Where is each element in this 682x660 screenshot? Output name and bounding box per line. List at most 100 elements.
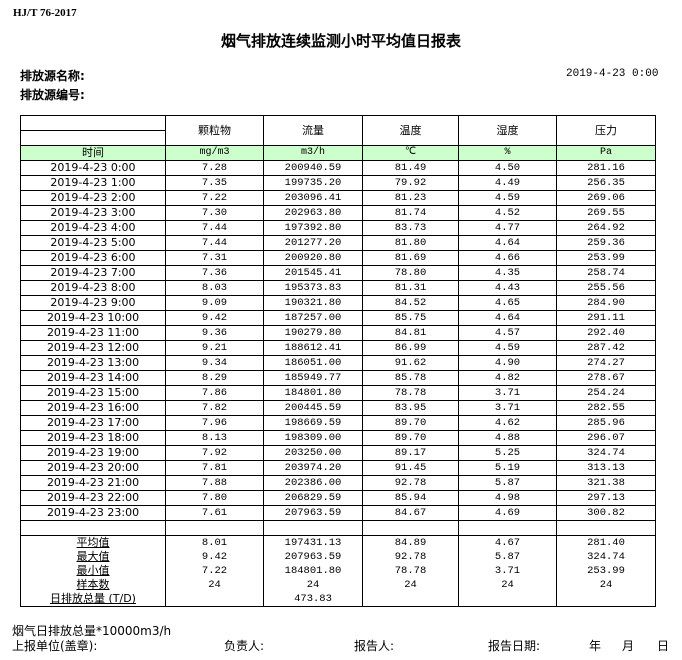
hourly-row: 2019-4-23 15:00 7.86 184801.80 78.78 3.71 254…	[20, 385, 656, 401]
value-cell: 292.40	[556, 325, 656, 341]
row-label: 2019-4-23 5:00	[20, 235, 166, 251]
value-cell: 5.87	[458, 475, 557, 491]
value-cell: 197431.13	[263, 535, 363, 550]
value-cell: 206829.59	[263, 490, 363, 506]
hourly-row: 2019-4-23 3:00 7.30 202963.80 81.74 4.52 269.…	[20, 205, 656, 221]
hourly-row: 2019-4-23 0:00 7.28 200940.59 81.49 4.50 281.…	[20, 160, 656, 176]
hourly-row: 2019-4-23 17:00 7.96 198669.59 89.70 4.62 285…	[20, 415, 656, 431]
hourly-row: 2019-4-23 23:00 7.61 207963.59 84.67 4.69 300…	[20, 505, 656, 521]
hourly-row: 2019-4-23 8:00 8.03 195373.83 81.31 4.43 255.…	[20, 280, 656, 296]
value-cell: 92.78	[362, 475, 459, 491]
row-label: 2019-4-23 17:00	[20, 415, 166, 431]
value-cell: 4.77	[458, 220, 557, 236]
value-cell: 4.59	[458, 340, 557, 356]
value-cell: 4.35	[458, 265, 557, 281]
value-cell: 203096.41	[263, 190, 363, 206]
value-cell: 7.28	[165, 160, 264, 176]
value-cell: 9.21	[165, 340, 264, 356]
hourly-row: 2019-4-23 20:00 7.81 203974.20 91.45 5.19 313…	[20, 460, 656, 476]
value-cell: 324.74	[556, 550, 656, 564]
value-cell: 5.25	[458, 445, 557, 461]
value-cell	[556, 520, 656, 536]
value-cell: 296.07	[556, 430, 656, 446]
value-cell: 92.78	[362, 550, 459, 564]
column-header: 温度	[362, 115, 459, 146]
value-cell: 8.13	[165, 430, 264, 446]
summary-row: 日排放总量 (T/D) 473.83	[20, 592, 656, 607]
value-cell: 324.74	[556, 445, 656, 461]
value-cell: 184801.80	[263, 564, 363, 578]
value-cell: 198669.59	[263, 415, 363, 431]
report-title: 烟气排放连续监测小时平均值日报表	[220, 32, 461, 50]
row-label: 2019-4-23 21:00	[20, 475, 166, 491]
value-cell: 7.44	[165, 235, 264, 251]
value-cell: 195373.83	[263, 280, 363, 296]
hourly-row: 2019-4-23 22:00 7.80 206829.59 85.94 4.98 297…	[20, 490, 656, 506]
value-cell	[165, 520, 264, 536]
value-cell: 84.81	[362, 325, 459, 341]
row-label: 最大值	[20, 550, 166, 564]
value-cell: 91.62	[362, 355, 459, 371]
row-label: 2019-4-23 6:00	[20, 250, 166, 266]
row-label: 2019-4-23 9:00	[20, 295, 166, 311]
value-cell: 200445.59	[263, 400, 363, 416]
unit-cell: Pa	[556, 145, 656, 161]
value-cell: 83.73	[362, 220, 459, 236]
value-cell: 274.27	[556, 355, 656, 371]
hourly-row: 2019-4-23 16:00 7.82 200445.59 83.95 3.71 282…	[20, 400, 656, 416]
value-cell: 7.92	[165, 445, 264, 461]
value-cell: 256.35	[556, 175, 656, 191]
value-cell: 5.19	[458, 460, 557, 476]
source-name-label: 排放源名称:	[20, 69, 85, 83]
value-cell: 185949.77	[263, 370, 363, 386]
value-cell: 264.92	[556, 220, 656, 236]
month-label: 月	[622, 639, 635, 653]
value-cell: 253.99	[556, 250, 656, 266]
value-cell: 89.70	[362, 415, 459, 431]
value-cell: 4.82	[458, 370, 557, 386]
summary-row: 平均值 8.01 197431.13 84.89 4.67 281.40	[20, 535, 656, 550]
value-cell: 291.11	[556, 310, 656, 326]
value-cell: 187257.00	[263, 310, 363, 326]
value-cell: 4.59	[458, 190, 557, 206]
value-cell: 8.01	[165, 535, 264, 550]
value-cell: 9.36	[165, 325, 264, 341]
value-cell: 91.45	[362, 460, 459, 476]
value-cell: 24	[458, 578, 557, 592]
value-cell: 3.71	[458, 385, 557, 401]
hourly-row: 2019-4-23 9:00 9.09 190321.80 84.52 4.65 284.…	[20, 295, 656, 311]
value-cell: 7.44	[165, 220, 264, 236]
summary-row: 样本数 24 24 24 24 24	[20, 578, 656, 592]
value-cell: 202386.00	[263, 475, 363, 491]
value-cell: 4.64	[458, 310, 557, 326]
value-cell: 186051.00	[263, 355, 363, 371]
value-cell: 7.88	[165, 475, 264, 491]
value-cell: 297.13	[556, 490, 656, 506]
value-cell: 207963.59	[263, 505, 363, 521]
value-cell: 4.57	[458, 325, 557, 341]
value-cell: 190321.80	[263, 295, 363, 311]
row-label: 2019-4-23 13:00	[20, 355, 166, 371]
value-cell: 188612.41	[263, 340, 363, 356]
value-cell: 4.52	[458, 205, 557, 221]
row-label: 2019-4-23 14:00	[20, 370, 166, 386]
value-cell: 7.30	[165, 205, 264, 221]
row-label: 日排放总量 (T/D)	[20, 592, 166, 607]
value-cell: 282.55	[556, 400, 656, 416]
value-cell: 203974.20	[263, 460, 363, 476]
value-cell: 4.90	[458, 355, 557, 371]
hourly-row: 2019-4-23 2:00 7.22 203096.41 81.23 4.59 269.…	[20, 190, 656, 206]
column-header: 压力	[556, 115, 656, 146]
value-cell: 78.78	[362, 564, 459, 578]
value-cell: 259.36	[556, 235, 656, 251]
value-cell: 84.67	[362, 505, 459, 521]
column-header: 流量	[263, 115, 363, 146]
row-label: 2019-4-23 20:00	[20, 460, 166, 476]
row-label: 2019-4-23 23:00	[20, 505, 166, 521]
value-cell: 285.96	[556, 415, 656, 431]
emission-note: 烟气日排放总量*10000m3/h	[12, 624, 172, 638]
hourly-row: 2019-4-23 10:00 9.42 187257.00 85.75 4.64 291…	[20, 310, 656, 326]
value-cell: 255.56	[556, 280, 656, 296]
row-label: 2019-4-23 4:00	[20, 220, 166, 236]
value-cell: 284.90	[556, 295, 656, 311]
